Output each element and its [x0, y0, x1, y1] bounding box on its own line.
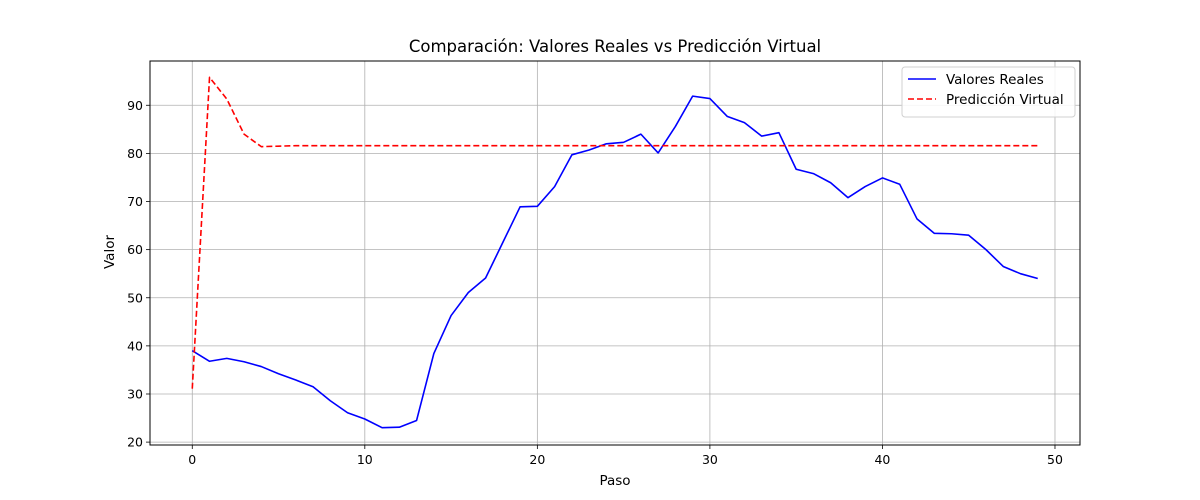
axis-ticks: 0 10 20 30 40 50 20 30 40 50 60 70 80 90 — [127, 98, 1063, 467]
y-tick-label: 60 — [127, 242, 143, 257]
grid — [150, 61, 1080, 445]
y-tick-label: 40 — [127, 338, 143, 353]
y-tick-label: 70 — [127, 194, 143, 209]
legend: Valores Reales Predicción Virtual — [901, 66, 1076, 118]
legend-label-1: Valores Reales — [946, 72, 1044, 88]
x-tick-label: 40 — [874, 452, 890, 467]
plot-frame — [149, 60, 1081, 446]
y-axis-label: Valor — [102, 235, 118, 269]
legend-label-2: Predicción Virtual — [946, 92, 1064, 108]
series-layer — [191, 76, 1038, 429]
y-tick-label: 80 — [127, 146, 143, 161]
x-tick-label: 20 — [529, 452, 545, 467]
series-line-2 — [191, 76, 1038, 389]
legend-box — [901, 66, 1076, 118]
y-tick-label: 30 — [127, 386, 143, 401]
x-tick-label: 0 — [188, 452, 196, 467]
x-tick-label: 10 — [357, 452, 373, 467]
x-tick-label: 50 — [1047, 452, 1063, 467]
y-tick-label: 50 — [127, 290, 143, 305]
x-axis-label: Paso — [599, 473, 630, 489]
x-tick-label: 30 — [702, 452, 718, 467]
y-tick-label: 20 — [127, 435, 143, 450]
y-tick-label: 90 — [127, 98, 143, 113]
series-line-1 — [191, 95, 1038, 429]
chart-title: Comparación: Valores Reales vs Predicció… — [409, 37, 821, 56]
